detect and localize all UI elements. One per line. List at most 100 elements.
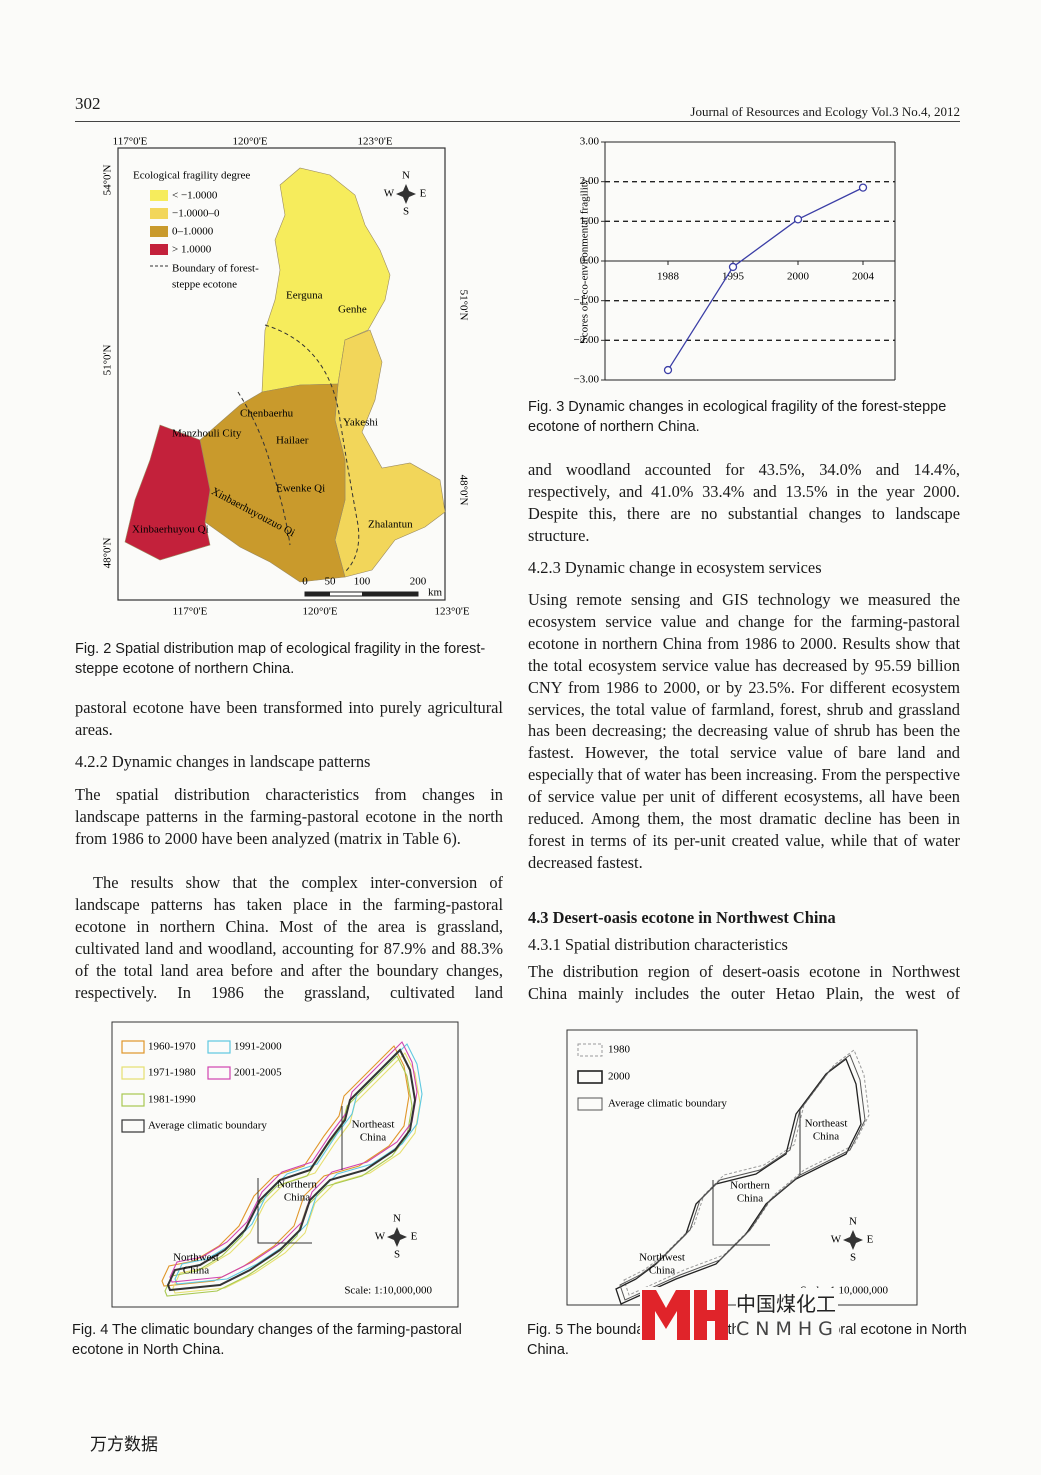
region-label: China [737,1193,763,1205]
scale-label: 100 [354,576,371,588]
y-tick-label: −3.00 [574,374,600,386]
legend-label: 2000 [608,1071,631,1083]
x-tick-label: 2004 [852,271,875,283]
legend-label: Average climatic boundary [148,1120,267,1132]
paragraph: and woodland accounted for 43.5%, 34.0% … [528,460,960,545]
region-label: China [183,1265,209,1277]
ecotone-boundary [237,391,291,546]
legend-label: 1960-1970 [148,1041,196,1053]
legend-swatch [150,208,168,219]
compass-label: E [420,188,427,200]
boundary-line [169,1041,418,1283]
longitude-label: 123°0'E [434,606,469,618]
longitude-label: 117°0'E [173,606,208,618]
x-tick-label: 2000 [787,271,810,283]
y-tick-label: −2.00 [574,334,600,346]
x-tick-label: 1995 [722,271,745,283]
data-point [793,215,803,224]
boundary-line [623,1049,870,1296]
legend-label: < −1.0000 [172,190,218,202]
legend-swatch [577,1097,603,1111]
legend-label: Average climatic boundary [608,1098,727,1110]
paragraph: The results show that the complex inter-… [75,873,503,1002]
paragraph: The spatial distribution characteristics… [75,785,503,848]
scale-label: km [428,587,443,599]
section-heading: 4.2.3 Dynamic change in ecosystem servic… [528,558,822,577]
compass-star [396,184,416,204]
scale-bar-fill [362,592,418,596]
region-label: China [360,1132,386,1144]
latitude-label: 48°0'N [102,538,114,569]
x-tick-label: 1988 [657,271,680,283]
legend-label: 1971-1980 [148,1067,196,1079]
place-label: Chenbaerhu [240,408,294,420]
map-frame [117,147,446,601]
legend-label: −1.0000–0 [172,208,220,220]
compass-label: S [394,1249,400,1261]
boundary-line [172,1052,421,1294]
paragraph: The distribution region of desert-oasis … [528,962,960,1003]
region-high [124,424,211,561]
compass-label: N [849,1216,857,1228]
data-line [667,187,864,371]
legend-swatch [207,1040,231,1054]
ecotone-boundary [264,324,360,573]
scale-label: Scale: 1:10,000,000 [344,1285,432,1297]
region-label: Northern [730,1180,770,1192]
legend-label: > 1.0000 [172,244,212,256]
legend-label: 1980 [608,1044,631,1056]
compass-label: N [393,1213,401,1225]
region-label: Northeast [805,1118,848,1130]
place-label: Manzhouli City [172,428,242,440]
legend-label: 1981-1990 [148,1094,196,1106]
legend-swatch [577,1043,603,1057]
footer: 万方数据 [90,1435,158,1455]
latitude-label: 51°0'N [457,290,469,321]
latitude-label: 48°0'N [457,475,469,506]
region-mid-high [199,383,346,583]
region-label: Northwest [173,1252,219,1264]
y-tick-label: −1.00 [574,294,600,306]
legend-swatch [577,1070,603,1084]
legend-label: 1991-2000 [234,1041,282,1053]
legend-swatch [150,244,168,255]
section-heading: 4.3.1 Spatial distribution characteristi… [528,935,788,954]
paragraph: pastoral ecotone have been transformed i… [75,698,503,739]
legend-swatch [121,1066,145,1080]
latitude-label: 54°0'N [102,165,114,196]
place-label: Ewenke Qi [276,483,325,495]
legend-swatch [121,1119,145,1133]
region-mid-low [334,329,446,578]
boundary-line [174,1043,423,1285]
compass-label: W [384,188,395,200]
region-label: Northwest [639,1252,685,1264]
compass-star [387,1227,407,1247]
journal-name: Journal of Resources and Ecology Vol.3 N… [690,104,960,119]
compass-label: W [375,1231,386,1243]
scale-bar-fill [305,592,330,596]
y-tick-label: 2.00 [580,175,600,187]
region-label: China [649,1265,675,1277]
data-point [858,183,868,192]
legend-label: 2001-2005 [234,1067,282,1079]
longitude-label: 120°0'E [302,606,337,618]
figure-caption: Fig. 2 Spatial distribution map of ecolo… [75,641,486,677]
zone-divider [257,1106,343,1244]
legend-swatch [150,226,168,237]
place-label: Hailaer [276,435,309,447]
legend-label: 0–1.0000 [172,226,214,238]
scale-label: 0 [302,576,308,588]
legend-title: Ecological fragility degree [133,170,250,182]
compass-label: N [402,170,410,182]
watermark-en: CNMHG [736,1318,839,1340]
legend-label: Boundary of forest- [172,263,259,275]
section-heading: 4.3 Desert-oasis ecotone in Northwest Ch… [528,908,836,927]
region-label: Northern [277,1179,317,1191]
place-label: Xinbaerhuyou Qi [132,524,209,536]
compass-label: S [850,1252,856,1264]
data-point [663,365,673,375]
watermark-logo [640,1287,728,1342]
figure-caption: Fig. 4 The climatic boundary changes of … [72,1322,462,1358]
scale-label: 50 [325,576,337,588]
